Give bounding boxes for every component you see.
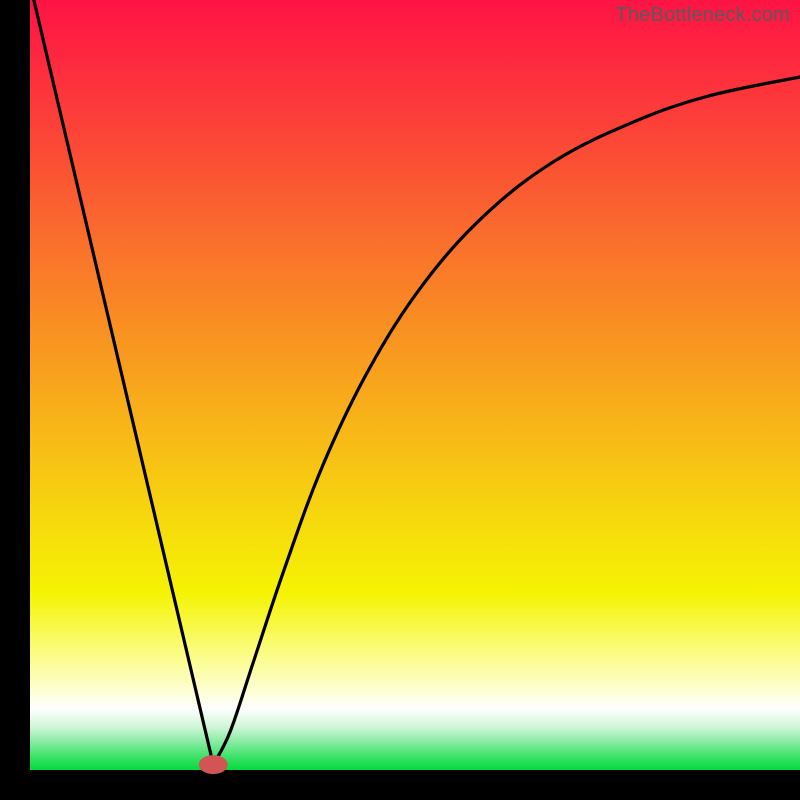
attribution-label: TheBottleneck.com bbox=[615, 4, 790, 27]
chart-container: TheBottleneck.com bbox=[0, 0, 800, 800]
bottleneck-chart bbox=[0, 0, 800, 800]
minimum-marker bbox=[199, 756, 227, 774]
plot-gradient-background bbox=[30, 0, 800, 770]
